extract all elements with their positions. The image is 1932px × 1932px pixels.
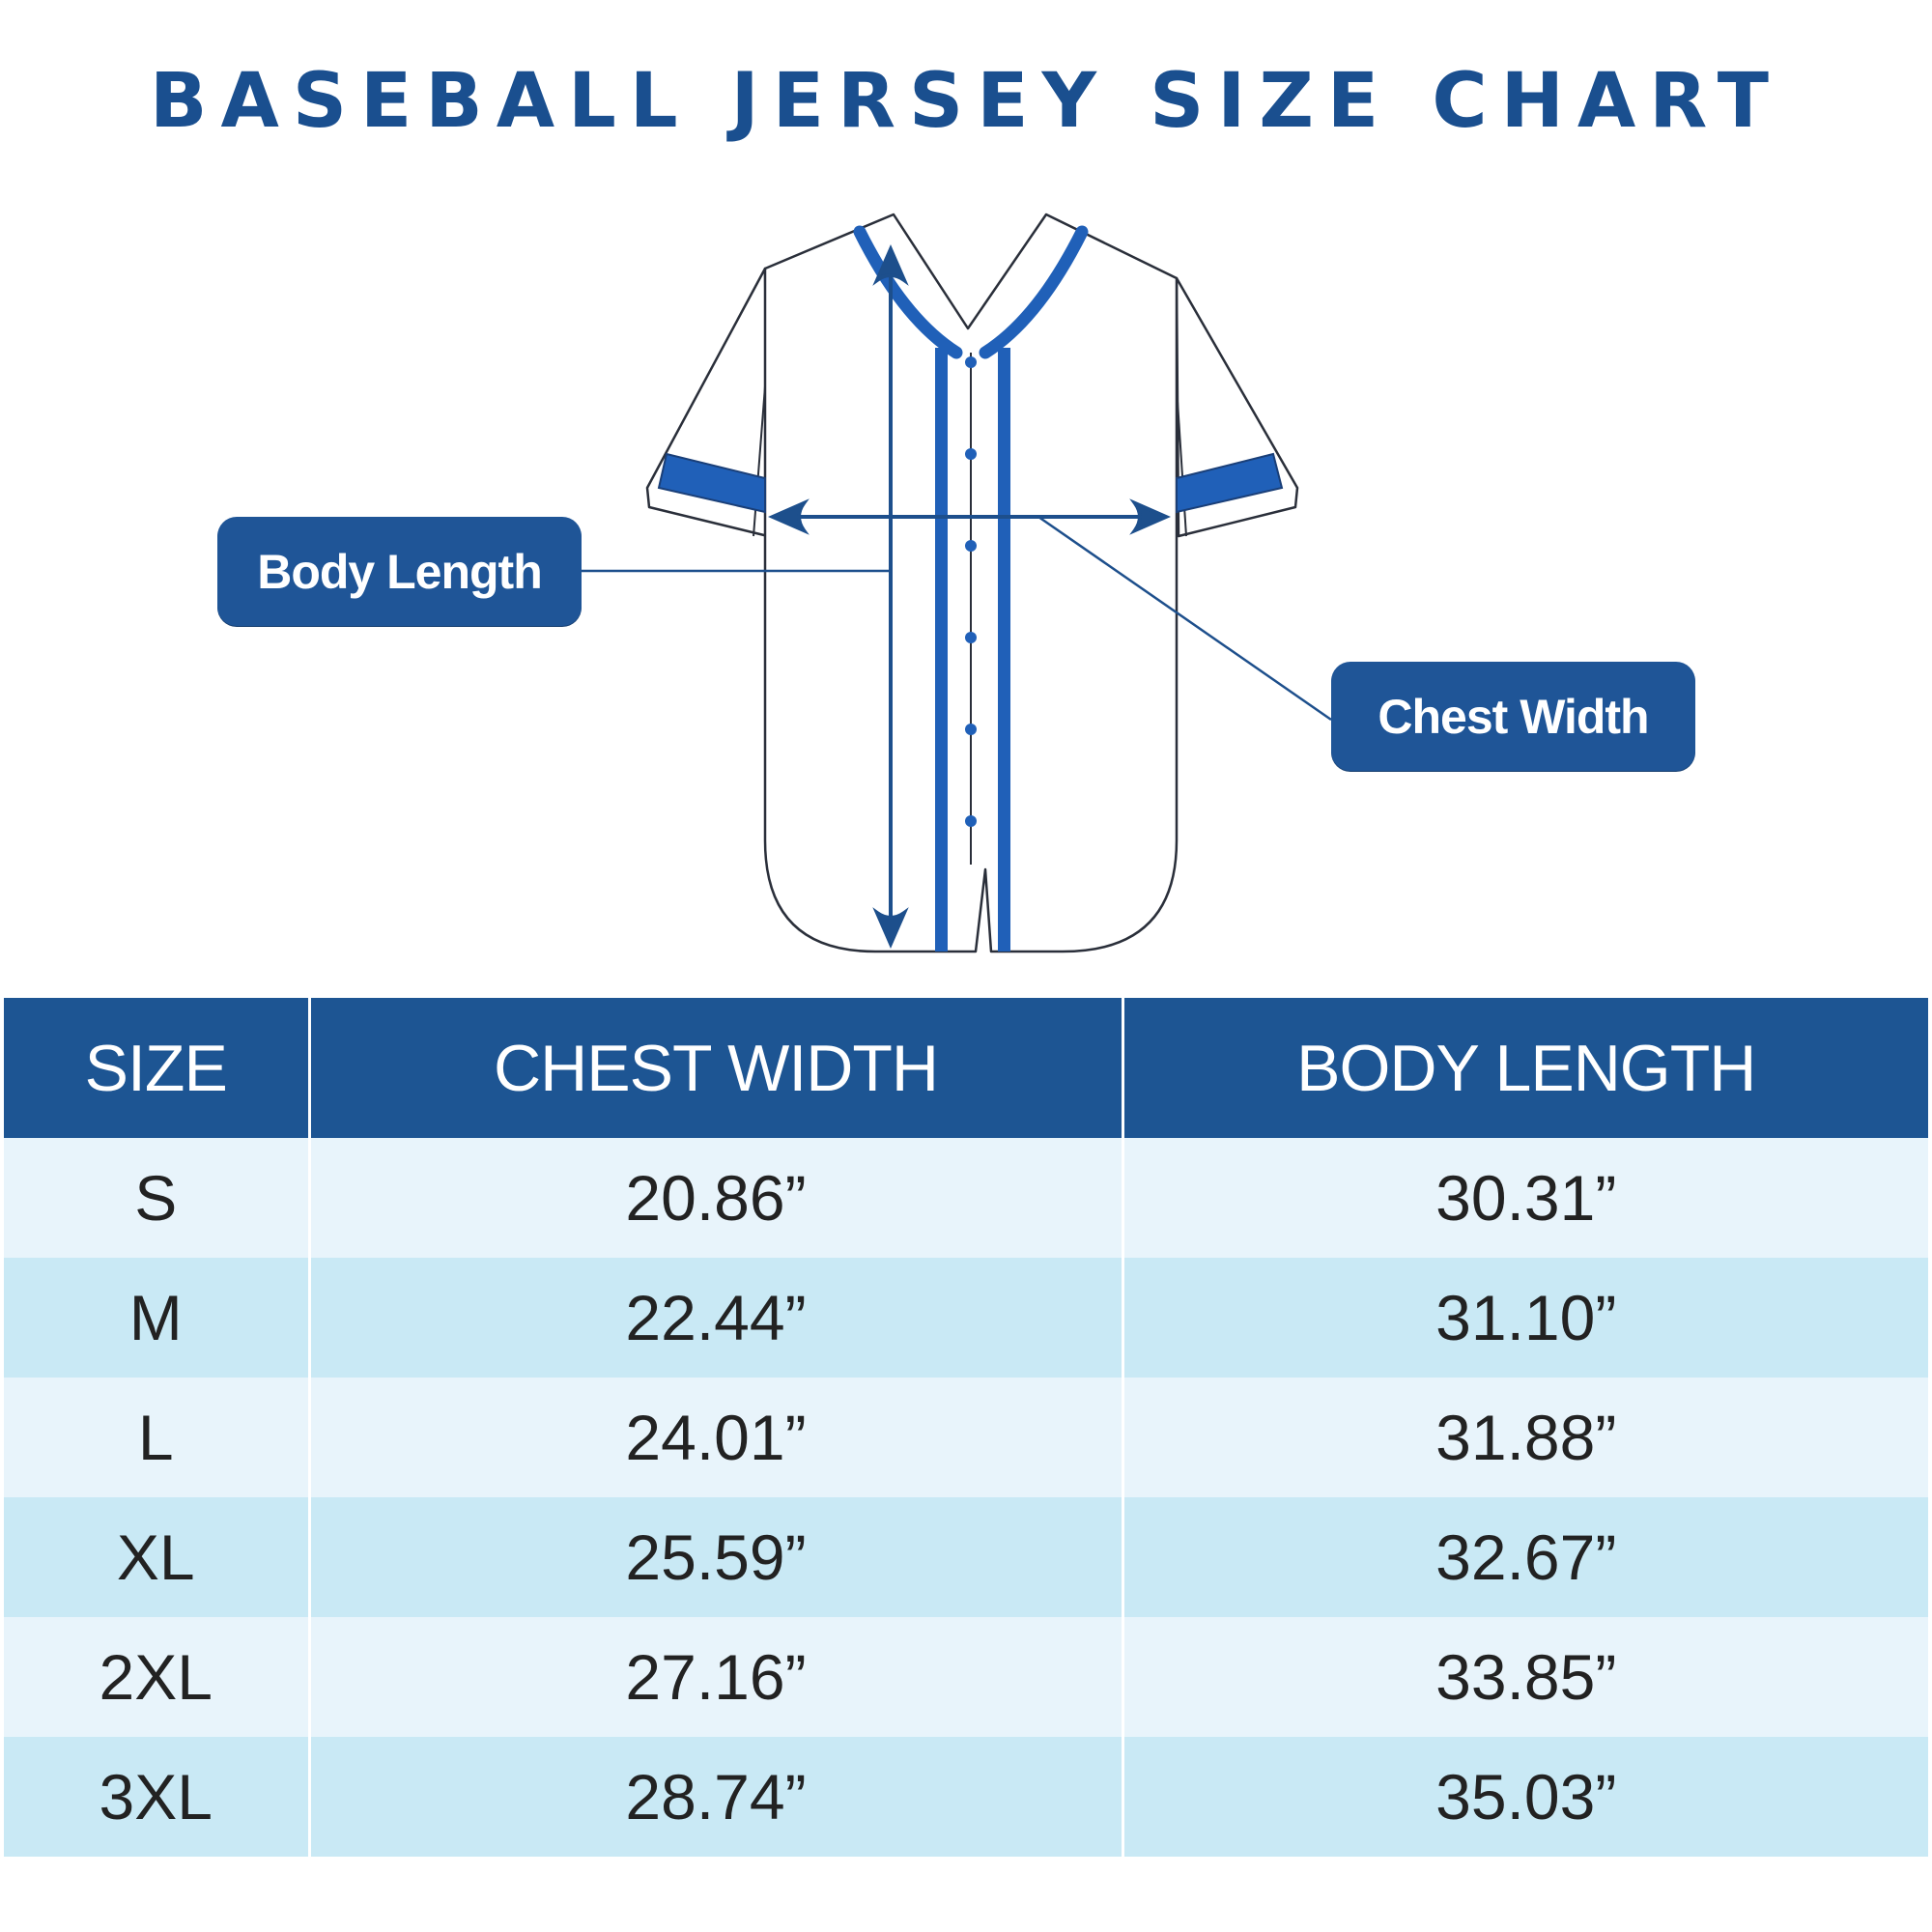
size-table: SIZE CHEST WIDTH BODY LENGTH S 20.86” 30… [4, 998, 1928, 1857]
body-length-cell: 33.85” [1122, 1617, 1928, 1737]
body-length-cell: 31.10” [1122, 1258, 1928, 1378]
chest-width-arrow [768, 498, 1171, 535]
table-row: S 20.86” 30.31” [4, 1138, 1928, 1258]
chest-width-callout: Chest Width [1331, 662, 1695, 771]
table-row: 2XL 27.16” 33.85” [4, 1617, 1928, 1737]
table-row: L 24.01” 31.88” [4, 1378, 1928, 1497]
chest-width-cell: 27.16” [309, 1617, 1124, 1737]
chest-width-cell: 22.44” [309, 1258, 1124, 1378]
size-cell: 3XL [4, 1737, 311, 1857]
table-row: XL 25.59” 32.67” [4, 1497, 1928, 1617]
jersey-illustration [582, 213, 1332, 953]
chest-width-cell: 24.01” [309, 1378, 1124, 1497]
left-sleeve-stripe [657, 452, 766, 514]
column-header-body-length: BODY LENGTH [1122, 998, 1928, 1138]
table-row: M 22.44” 31.10” [4, 1258, 1928, 1378]
chest-width-cell: 28.74” [309, 1737, 1124, 1857]
body-length-cell: 32.67” [1122, 1497, 1928, 1617]
size-cell: S [4, 1138, 311, 1258]
size-cell: L [4, 1378, 311, 1497]
column-header-size: SIZE [4, 998, 311, 1138]
body-length-cell: 35.03” [1122, 1737, 1928, 1857]
chest-width-cell: 20.86” [309, 1138, 1124, 1258]
table-header-row: SIZE CHEST WIDTH BODY LENGTH [4, 998, 1928, 1138]
chest-width-cell: 25.59” [309, 1497, 1124, 1617]
body-length-cell: 31.88” [1122, 1378, 1928, 1497]
chart-title: BASEBALL JERSEY SIZE CHART [150, 58, 1782, 145]
column-header-chest-width: CHEST WIDTH [309, 998, 1124, 1138]
body-length-arrow [872, 244, 909, 949]
size-cell: M [4, 1258, 311, 1378]
body-length-cell: 30.31” [1122, 1138, 1928, 1258]
table-row: 3XL 28.74” 35.03” [4, 1737, 1928, 1857]
body-length-callout: Body Length [217, 517, 582, 626]
right-sleeve-stripe [1176, 452, 1284, 514]
size-cell: XL [4, 1497, 311, 1617]
size-cell: 2XL [4, 1617, 311, 1737]
